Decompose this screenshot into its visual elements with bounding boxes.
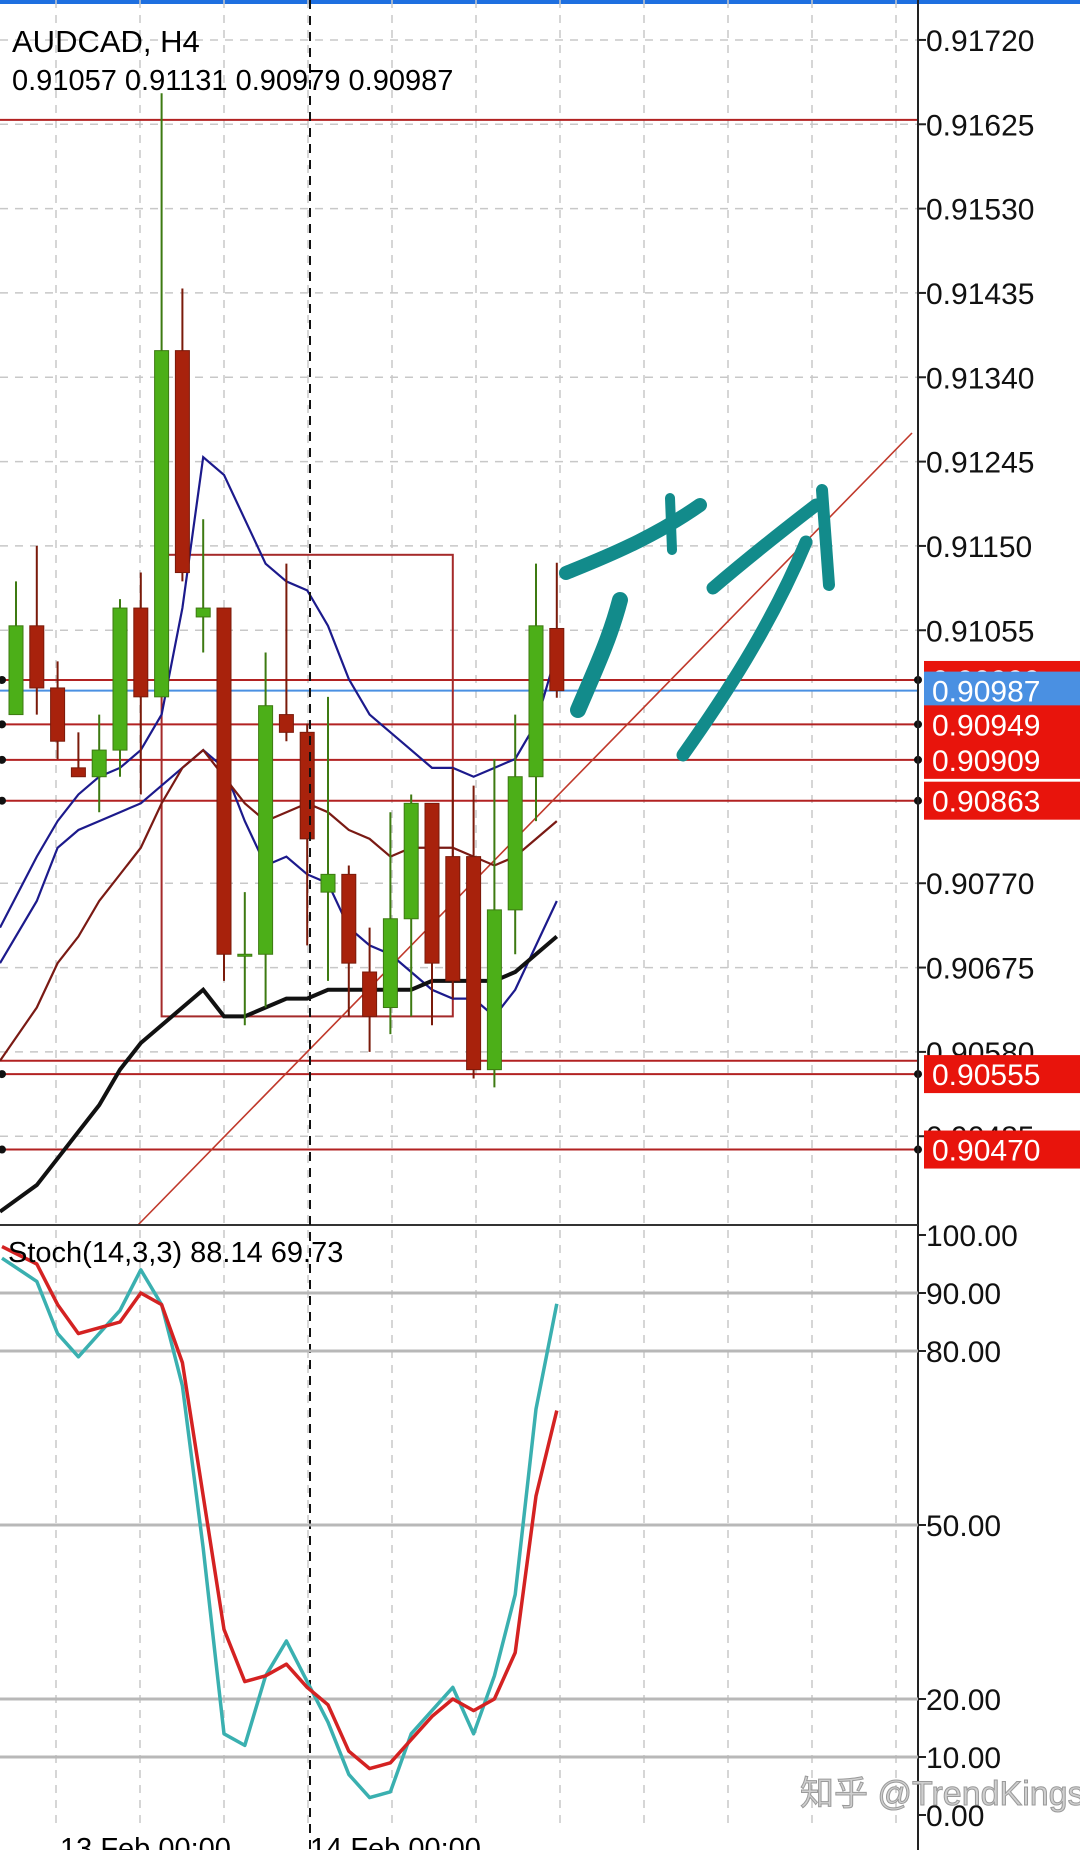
candle: [466, 785, 482, 1079]
level-label-bg: [924, 1055, 1080, 1094]
price-tick-label: 0.90675: [926, 953, 1034, 986]
candle: [112, 599, 128, 777]
symbol-title: AUDCAD, H4: [12, 24, 200, 59]
candle: [424, 802, 440, 1026]
price-tick-label: 0.91720: [926, 25, 1034, 58]
price-tick-label: 0.91245: [926, 447, 1034, 480]
candle: [91, 714, 107, 813]
level-label-bg: [924, 705, 1080, 744]
stoch-axis: 100.00 90.00 80.00 50.00 20.00 10.00 0.00: [918, 1220, 1018, 1833]
trendline[interactable]: [137, 432, 913, 1226]
candle: [50, 661, 66, 759]
price-tick-label: 0.90770: [926, 868, 1034, 901]
stoch-lines: [1, 1245, 559, 1800]
price-tick-label: 0.91435: [926, 278, 1034, 311]
candle: [29, 545, 45, 715]
stoch-tick-label: 0.00: [926, 1800, 984, 1833]
candle: [549, 562, 565, 698]
candle: [8, 581, 24, 716]
stoch-tick-label: 20.00: [926, 1684, 1001, 1717]
ohlc-values: 0.91057 0.91131 0.90979 0.90987: [12, 65, 453, 97]
candle: [341, 865, 357, 1017]
candle: [382, 812, 398, 1035]
candles: [8, 93, 565, 1088]
candle: [320, 696, 336, 981]
price-tick-label: 0.91530: [926, 194, 1034, 227]
grid: [0, 0, 918, 1830]
stoch-series-line: [1, 1245, 559, 1771]
candle: [237, 892, 253, 1026]
x-label-13feb: 13 Feb 00:00: [60, 1833, 231, 1850]
watermark: 知乎 @TrendKings: [800, 1775, 1080, 1813]
candle: [174, 288, 190, 582]
candle: [258, 652, 274, 1008]
candle: [133, 572, 149, 795]
stoch-title: Stoch(14,3,3) 88.14 69.73: [8, 1237, 343, 1269]
level-label-bg: [924, 1130, 1080, 1169]
candle: [195, 519, 211, 653]
x-label-14feb: 14 Feb 00:00: [310, 1833, 481, 1850]
stoch-tick-label: 80.00: [926, 1336, 1001, 1369]
candle: [278, 563, 294, 742]
level-label: 0.90949: [932, 709, 1040, 742]
candle: [70, 732, 86, 778]
candle: [154, 93, 170, 698]
candle: [445, 767, 461, 999]
candle: [507, 714, 523, 955]
stoch-tick-label: 90.00: [926, 1278, 1001, 1311]
trendline-line[interactable]: [137, 432, 913, 1226]
candle: [528, 563, 544, 822]
level-label: 0.90863: [932, 786, 1040, 819]
candle: [486, 758, 502, 1088]
stoch-tick-label: 10.00: [926, 1742, 1001, 1775]
price-tick-label: 0.91055: [926, 615, 1034, 648]
stoch-tick-label: 50.00: [926, 1510, 1001, 1543]
price-tick-label: 0.91150: [926, 531, 1032, 564]
level-label: 0.90987: [932, 676, 1040, 709]
level-label-bg: [924, 671, 1080, 710]
candle: [362, 927, 378, 1052]
level-label-bg: [924, 740, 1080, 779]
candle: [403, 794, 419, 1017]
moving-average-line: [0, 748, 558, 1062]
stoch-tick-label: 100.00: [926, 1220, 1018, 1253]
level-label-bg: [924, 781, 1080, 820]
level-label: 0.90909: [932, 745, 1040, 778]
price-tick-label: 0.91340: [926, 362, 1034, 395]
hand-drawn-arrows: [559, 484, 835, 762]
horizontal-levels[interactable]: [0, 118, 922, 1154]
price-tick-label: 0.91625: [926, 109, 1034, 142]
level-labels: 0.909990.909870.909490.909090.908630.905…: [924, 660, 1080, 1169]
level-label: 0.90555: [932, 1059, 1040, 1092]
candle: [216, 607, 232, 981]
level-label: 0.90470: [932, 1135, 1040, 1168]
